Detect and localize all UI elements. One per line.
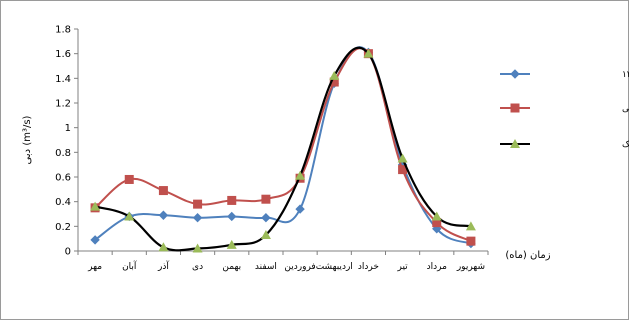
legend: مشاهدات سال ۱۳۸۳ برآوردشده با سری زمانی بر…: [500, 69, 629, 150]
x-tick-label: تیر: [396, 262, 408, 272]
y-tick-label: 0.6: [55, 173, 71, 184]
x-tick-label: اردیبهشت: [316, 262, 353, 272]
data-point-wavelet: [260, 229, 271, 239]
data-point-observed: [261, 212, 271, 223]
series-layer: [90, 46, 476, 253]
data-point-time-series: [158, 186, 168, 196]
data-point-wavelet: [431, 211, 442, 221]
data-point-time-series: [466, 236, 476, 246]
data-point-time-series: [261, 194, 271, 204]
x-tick-label: اسفند: [255, 262, 277, 272]
legend-swatch-marker: [510, 69, 520, 79]
data-point-observed: [158, 210, 169, 220]
data-point-wavelet: [329, 70, 340, 80]
data-point-time-series: [398, 165, 408, 175]
data-point-wavelet: [397, 153, 408, 163]
y-tick-label: 1.8: [55, 25, 71, 36]
y-tick-label: 0.2: [55, 222, 71, 233]
y-tick-label: 0.8: [55, 148, 71, 159]
legend-item-wavelet: برآوردشده با موجک: [500, 138, 629, 150]
data-point-wavelet: [363, 48, 374, 58]
x-tick-label: آبان: [122, 260, 137, 272]
axes: 0 0.2 0.4 0.6 0.8 1 1.2 1.4 1.6 1.8 مهر آبان آذر دی به…: [55, 25, 489, 272]
legend-label: مشاهدات سال ۱۳۸۳: [622, 70, 629, 80]
data-point-time-series: [193, 199, 203, 209]
data-point-wavelet: [226, 239, 237, 249]
legend-swatch-marker: [510, 139, 520, 148]
x-tick-label: شهریور: [456, 262, 485, 272]
data-point-time-series: [227, 195, 237, 205]
data-point-time-series: [124, 174, 134, 184]
y-tick-label: 0.4: [55, 197, 71, 208]
y-tick-label: 1: [65, 123, 71, 134]
legend-label: برآوردشده با موجک: [622, 138, 629, 150]
data-point-wavelet: [295, 170, 306, 180]
data-point-observed: [227, 211, 237, 222]
data-point-time-series: [329, 77, 339, 87]
x-tick-label: بهمن: [222, 262, 241, 272]
data-point-wavelet: [158, 242, 169, 252]
x-tick-label: فروردین: [284, 262, 315, 272]
y-tick-label: 1.4: [55, 74, 71, 85]
y-tick-label: 0: [65, 247, 71, 258]
x-tick-label: خرداد: [358, 262, 379, 272]
data-point-wavelet: [124, 211, 135, 221]
y-tick-label: 1.6: [55, 49, 71, 60]
series-wavelet: [90, 46, 476, 253]
data-point-observed: [192, 212, 203, 223]
data-point-wavelet: [90, 201, 101, 211]
legend-swatch-marker: [510, 103, 520, 113]
legend-item-time-series: برآوردشده با سری زمانی: [500, 102, 629, 114]
x-tick-label: دی: [192, 262, 203, 272]
data-point-observed: [90, 235, 100, 245]
data-point-time-series: [432, 218, 442, 228]
legend-item-observed: مشاهدات سال ۱۳۸۳: [500, 69, 629, 80]
data-point-wavelet: [192, 243, 203, 253]
x-axis-title: زمان (ماه): [505, 250, 550, 261]
data-point-observed: [295, 204, 305, 214]
y-axis-title: دبی (m³/s): [22, 115, 33, 164]
x-tick-label: مرداد: [427, 262, 447, 272]
x-tick-label: مهر: [87, 262, 102, 272]
x-tick-label: آذر: [157, 260, 169, 272]
y-tick-label: 1.2: [55, 99, 71, 110]
legend-label: برآوردشده با سری زمانی: [622, 102, 629, 114]
data-point-wavelet: [465, 221, 476, 231]
